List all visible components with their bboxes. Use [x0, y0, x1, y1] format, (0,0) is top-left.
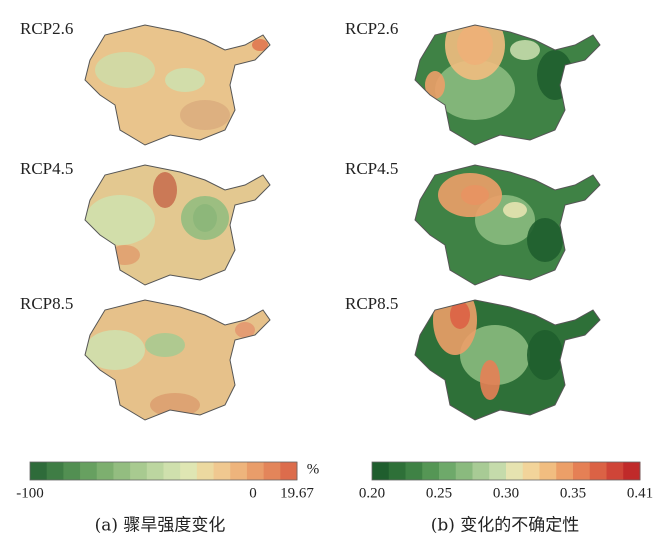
map-outline — [414, 164, 601, 286]
scenario-label: RCP2.6 — [20, 19, 73, 38]
map-patch — [85, 330, 145, 370]
map-patch — [503, 202, 527, 218]
colorbar-swatch — [623, 462, 641, 480]
scenario-label: RCP4.5 — [20, 159, 73, 178]
map-patch — [145, 333, 185, 357]
map-patch — [527, 330, 563, 380]
map-patch — [150, 393, 200, 417]
colorbar-swatch — [556, 462, 574, 480]
colorbar-swatch — [372, 462, 390, 480]
map-outline — [414, 299, 601, 421]
colorbar-swatch — [422, 462, 440, 480]
colorbar-swatch — [439, 462, 457, 480]
colorbar-frame — [371, 461, 641, 481]
colorbar-swatch — [130, 462, 148, 480]
map-patch — [181, 196, 229, 240]
colorbar-swatch — [230, 462, 248, 480]
colorbar-unit: % — [307, 461, 320, 477]
colorbar-swatch — [46, 462, 64, 480]
colorbar-swatch — [573, 462, 591, 480]
map-patch — [438, 173, 502, 217]
map — [414, 164, 601, 286]
map-patch — [85, 195, 155, 245]
map-outline — [84, 24, 271, 146]
colorbar-swatch — [63, 462, 81, 480]
map-patch — [435, 60, 515, 120]
panel: RCP2.6 RCP4.5 RCP8.5 0.20 0.25 0.30 0.35 0.41 (b… — [345, 19, 653, 536]
colorbar-swatch — [280, 462, 298, 480]
colorbar-label: 0.25 — [426, 485, 452, 501]
colorbar-label: 19.67 — [280, 485, 314, 501]
colorbar-swatch — [606, 462, 624, 480]
colorbar-label: 0.35 — [560, 485, 586, 501]
map-patch — [537, 50, 573, 100]
colorbar-label: 0.30 — [493, 485, 519, 501]
map-fill — [415, 300, 600, 420]
map-outline — [84, 164, 271, 286]
map — [414, 24, 601, 146]
map-outline — [414, 24, 601, 146]
colorbar-swatch — [472, 462, 490, 480]
map — [84, 299, 271, 421]
colorbar-swatch — [246, 462, 265, 480]
map-patch — [252, 39, 268, 51]
colorbar-swatch — [146, 462, 164, 480]
caption: (a) 骤旱强度变化 — [95, 516, 226, 536]
colorbar-swatch — [455, 462, 473, 480]
colorbar-swatch — [180, 462, 198, 480]
map-patch — [445, 25, 505, 80]
map — [84, 24, 271, 146]
scenario-label: RCP2.6 — [345, 19, 398, 38]
colorbar-swatch — [263, 462, 281, 480]
map-patch — [460, 325, 530, 385]
map-patch — [450, 301, 470, 329]
map-patch — [165, 68, 205, 92]
colorbar-swatch — [522, 462, 540, 480]
colorbar-swatch — [213, 462, 231, 480]
colorbar-label: 0.20 — [359, 485, 385, 501]
colorbar-swatch — [113, 462, 131, 480]
scenario-label: RCP8.5 — [345, 294, 398, 313]
colorbar-frame — [29, 461, 298, 481]
colorbar-swatch — [96, 462, 114, 480]
panel: RCP2.6 RCP4.5 RCP8.5 -100 0 19.67% (a) 骤旱强度变化 — [16, 19, 319, 536]
map-patch — [153, 172, 177, 208]
colorbar-label: 0.41 — [627, 485, 653, 501]
scenario-label: RCP4.5 — [345, 159, 398, 178]
colorbar-swatch — [80, 462, 98, 480]
map-patch — [95, 52, 155, 88]
colorbar-swatch — [388, 462, 406, 480]
map-patch — [180, 100, 230, 130]
colorbar-swatch — [163, 462, 181, 480]
colorbar-label: -100 — [16, 485, 44, 501]
colorbar-swatch — [30, 462, 48, 480]
colorbar-swatch — [539, 462, 557, 480]
colorbar-swatch — [405, 462, 423, 480]
colorbar-swatch — [506, 462, 524, 480]
map-fill — [415, 25, 600, 145]
colorbar-swatch — [196, 462, 215, 480]
map — [84, 164, 271, 286]
colorbar-swatch — [489, 462, 507, 480]
map-patch — [110, 245, 140, 265]
caption: (b) 变化的不确定性 — [431, 516, 580, 536]
colorbar-label: 0 — [249, 485, 257, 501]
map-patch — [235, 322, 255, 338]
map-outline — [84, 299, 271, 421]
colorbar-swatch — [589, 462, 607, 480]
scenario-label: RCP8.5 — [20, 294, 73, 313]
map-patch — [510, 40, 540, 60]
map-patch — [527, 218, 563, 262]
map-patch — [425, 71, 445, 99]
map-patch — [480, 360, 500, 400]
map — [414, 299, 601, 421]
